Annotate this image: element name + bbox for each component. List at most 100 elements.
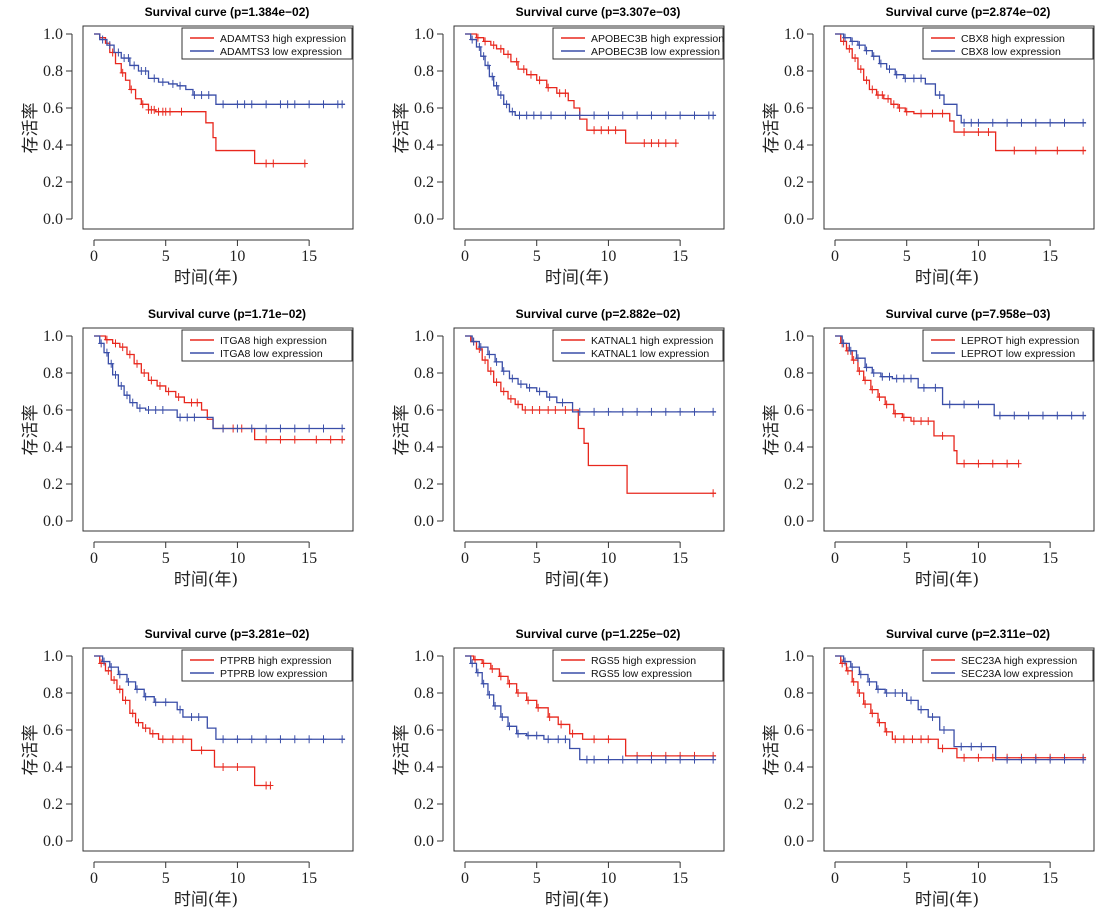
- legend-box: [181, 329, 353, 362]
- chart-title: Survival curve (p=3.307e−03): [516, 5, 681, 19]
- x-tick-label: 0: [90, 870, 98, 887]
- y-axis-label: 存活率: [392, 405, 412, 456]
- x-tick-label: 15: [672, 550, 688, 567]
- survival-panel: Survival curve (p=1.225e−02) 0.0 0.2 0.4 0.6…: [371, 622, 744, 922]
- y-tick-label: 1.0: [43, 328, 63, 345]
- x-tick-label: 0: [831, 870, 839, 887]
- y-tick-label: 1.0: [784, 648, 804, 665]
- legend-label: APOBEC3B low expression: [591, 46, 720, 58]
- chart-title: Survival curve (p=2.882e−02): [516, 307, 681, 321]
- y-tick-label: 0.0: [43, 211, 63, 228]
- legend-label: KATNAL1 low expression: [591, 348, 709, 360]
- y-tick-label: 0.0: [784, 211, 804, 228]
- chart-title: Survival curve (p=2.311e−02): [886, 627, 1050, 641]
- y-tick-label: 0.6: [414, 402, 434, 419]
- x-axis-label: 时间(年): [174, 570, 238, 590]
- plot-frame: [82, 327, 354, 532]
- x-tick-label: 10: [600, 550, 616, 567]
- plot-frame: [453, 25, 725, 230]
- legend-label: SEC23A high expression: [961, 655, 1077, 667]
- legend-label: CBX8 low expression: [961, 46, 1061, 58]
- x-tick-label: 15: [301, 248, 317, 265]
- y-tick-label: 0.0: [43, 513, 63, 530]
- survival-step-line: [94, 33, 307, 165]
- y-tick-label: 0.8: [414, 63, 434, 80]
- x-axis-label: 时间(年): [915, 890, 979, 910]
- survival-chart-svg: Survival curve (p=1.225e−02) 0.0 0.2 0.4 0.6…: [392, 627, 725, 910]
- survival-panel: Survival curve (p=2.882e−02) 0.0 0.2 0.4 0.6…: [371, 302, 744, 602]
- x-tick-label: 10: [229, 870, 245, 887]
- x-tick-label: 0: [831, 248, 839, 265]
- x-axis-label: 时间(年): [545, 268, 609, 288]
- x-axis-label: 时间(年): [545, 570, 609, 590]
- survival-step-line: [835, 33, 1086, 152]
- survival-chart-svg: Survival curve (p=7.958e−03) 0.0 0.2 0.4 0.6…: [762, 307, 1095, 590]
- x-axis-label: 时间(年): [174, 268, 238, 288]
- y-axis-label: 存活率: [762, 103, 782, 154]
- y-axis-label: 存活率: [762, 405, 782, 456]
- legend-box: [922, 27, 1094, 60]
- survival-chart-svg: Survival curve (p=1.384e−02) 0.0 0.2 0.4 0.6…: [21, 5, 354, 288]
- legend-label: ITGA8 high expression: [220, 335, 327, 347]
- y-axis-label: 存活率: [762, 725, 782, 776]
- survival-panel: Survival curve (p=3.281e−02) 0.0 0.2 0.4 0.6…: [0, 622, 373, 922]
- y-tick-label: 1.0: [784, 26, 804, 43]
- x-tick-label: 0: [90, 248, 98, 265]
- plot-frame: [453, 327, 725, 532]
- survival-panel: Survival curve (p=2.311e−02) 0.0 0.2 0.4 0.6…: [741, 622, 1114, 922]
- y-tick-label: 0.8: [414, 685, 434, 702]
- survival-panel: Survival curve (p=1.384e−02) 0.0 0.2 0.4 0.6…: [0, 0, 373, 300]
- chart-title: Survival curve (p=3.281e−02): [145, 627, 310, 641]
- legend-box: [922, 649, 1094, 682]
- x-tick-label: 5: [903, 550, 911, 567]
- legend-label: ADAMTS3 low expression: [220, 46, 342, 58]
- survival-chart-svg: Survival curve (p=2.311e−02) 0.0 0.2 0.4 0.6…: [762, 627, 1095, 910]
- y-tick-label: 0.6: [43, 402, 63, 419]
- y-axis-label: 存活率: [21, 725, 41, 776]
- plot-frame: [82, 25, 354, 230]
- legend-box: [181, 27, 353, 60]
- legend-label: CBX8 high expression: [961, 33, 1065, 45]
- x-tick-label: 15: [301, 550, 317, 567]
- y-tick-label: 1.0: [43, 26, 63, 43]
- y-tick-label: 1.0: [414, 26, 434, 43]
- survival-panel: Survival curve (p=3.307e−03) 0.0 0.2 0.4 0.6…: [371, 0, 744, 300]
- legend-label: ITGA8 low expression: [220, 348, 323, 360]
- survival-chart-svg: Survival curve (p=2.882e−02) 0.0 0.2 0.4 0.6…: [392, 307, 725, 590]
- y-tick-label: 0.6: [784, 100, 804, 117]
- legend-label: PTPRB high expression: [220, 655, 332, 667]
- y-tick-label: 0.6: [784, 402, 804, 419]
- y-tick-label: 0.8: [43, 365, 63, 382]
- legend-label: KATNAL1 high expression: [591, 335, 714, 347]
- plot-frame: [823, 327, 1095, 532]
- legend-label: LEPROT high expression: [961, 335, 1079, 347]
- y-tick-label: 0.6: [784, 722, 804, 739]
- x-tick-label: 5: [162, 248, 170, 265]
- y-tick-label: 0.6: [414, 722, 434, 739]
- y-tick-label: 0.2: [43, 174, 63, 191]
- legend-label: SEC23A low expression: [961, 668, 1073, 680]
- y-tick-label: 0.2: [784, 476, 804, 493]
- y-tick-label: 1.0: [414, 328, 434, 345]
- x-tick-label: 10: [970, 550, 986, 567]
- legend-label: LEPROT low expression: [961, 348, 1075, 360]
- x-tick-label: 15: [1042, 550, 1058, 567]
- x-tick-label: 15: [672, 248, 688, 265]
- y-tick-label: 1.0: [784, 328, 804, 345]
- plot-frame: [823, 25, 1095, 230]
- plot-frame: [453, 647, 725, 852]
- y-tick-label: 0.4: [784, 759, 804, 776]
- y-tick-label: 0.4: [414, 439, 434, 456]
- x-tick-label: 0: [461, 870, 469, 887]
- y-tick-label: 0.4: [43, 137, 63, 154]
- y-tick-label: 0.0: [414, 513, 434, 530]
- x-tick-label: 10: [229, 248, 245, 265]
- x-tick-label: 5: [903, 248, 911, 265]
- x-axis-label: 时间(年): [545, 890, 609, 910]
- x-tick-label: 15: [672, 870, 688, 887]
- x-tick-label: 5: [162, 550, 170, 567]
- legend-box: [181, 649, 353, 682]
- chart-title: Survival curve (p=2.874e−02): [886, 5, 1051, 19]
- x-tick-label: 5: [533, 248, 541, 265]
